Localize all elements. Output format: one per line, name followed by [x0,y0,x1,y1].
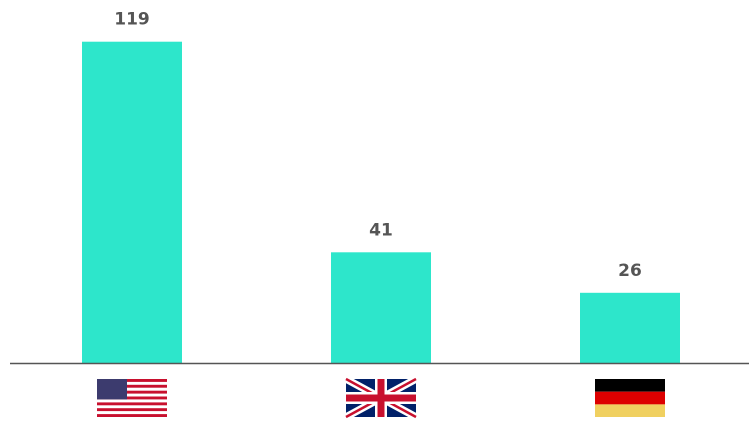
flag-us [97,379,167,417]
flag-uk [344,375,418,421]
data-label: 119 [114,10,150,30]
bar [580,292,680,363]
bar [331,252,431,363]
flag-de [595,379,665,417]
data-label: 41 [369,220,393,240]
bar [82,41,182,363]
data-label: 26 [618,261,642,281]
